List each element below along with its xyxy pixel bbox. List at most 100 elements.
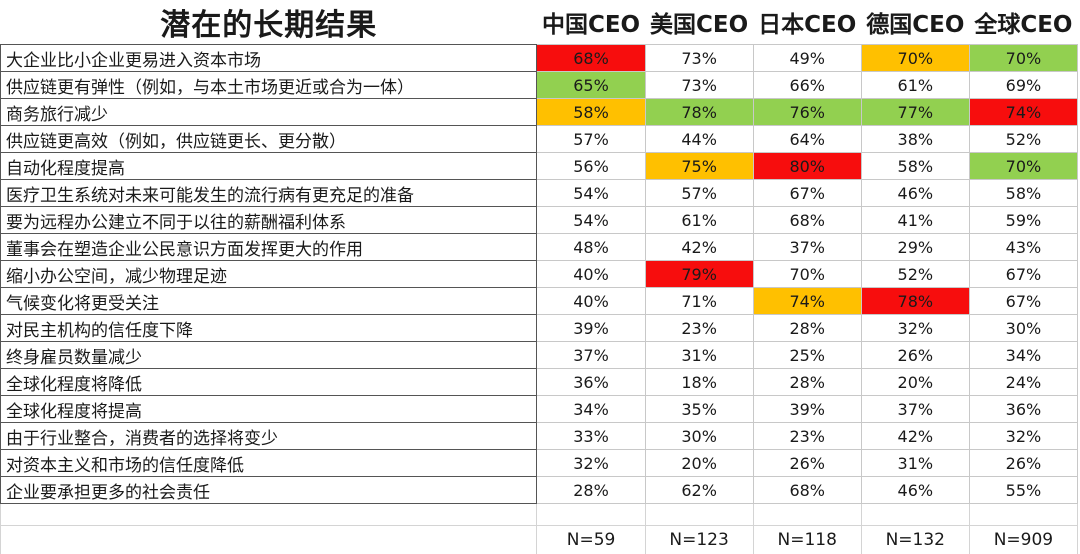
value-cell-japan: 74% [753,288,861,315]
value-cell-usa: 79% [645,261,753,288]
table-title: 潜在的长期结果 [1,0,537,45]
value-cell-china: 28% [537,477,645,504]
spacer-row [1,504,1078,526]
spacer-cell [753,504,861,526]
value-cell-china: 54% [537,180,645,207]
value-cell-china: 56% [537,153,645,180]
spacer-cell [537,504,645,526]
row-label: 供应链更高效（例如，供应链更长、更分散） [1,126,537,153]
value-cell-germany: 46% [861,180,969,207]
value-cell-global: 30% [969,315,1077,342]
value-cell-china: 32% [537,450,645,477]
value-cell-china: 34% [537,396,645,423]
value-cell-usa: 73% [645,72,753,99]
column-header-global: 全球CEO [969,0,1077,45]
spacer-cell [1,504,537,526]
value-cell-germany: 32% [861,315,969,342]
row-label: 医疗卫生系统对未来可能发生的流行病有更充足的准备 [1,180,537,207]
value-cell-japan: 67% [753,180,861,207]
spacer-cell [969,504,1077,526]
header-row: 潜在的长期结果 中国CEO 美国CEO 日本CEO 德国CEO 全球CEO [1,0,1078,45]
value-cell-china: 40% [537,288,645,315]
value-cell-japan: 64% [753,126,861,153]
value-cell-japan: 70% [753,261,861,288]
row-label: 大企业比小企业更易进入资本市场 [1,45,537,72]
value-cell-global: 70% [969,45,1077,72]
sample-size-global: N=909 [969,526,1077,554]
value-cell-global: 59% [969,207,1077,234]
row-label: 气候变化将更受关注 [1,288,537,315]
value-cell-germany: 52% [861,261,969,288]
row-label: 要为远程办公建立不同于以往的薪酬福利体系 [1,207,537,234]
value-cell-china: 65% [537,72,645,99]
row-label: 全球化程度将提高 [1,396,537,423]
value-cell-germany: 46% [861,477,969,504]
value-cell-china: 37% [537,342,645,369]
row-label: 由于行业整合，消费者的选择将变少 [1,423,537,450]
value-cell-usa: 35% [645,396,753,423]
value-cell-usa: 31% [645,342,753,369]
value-cell-usa: 73% [645,45,753,72]
row-label: 对资本主义和市场的信任度降低 [1,450,537,477]
value-cell-china: 68% [537,45,645,72]
value-cell-global: 43% [969,234,1077,261]
table-row: 供应链更高效（例如，供应链更长、更分散）57%44%64%38%52% [1,126,1078,153]
value-cell-japan: 68% [753,207,861,234]
sample-size-china: N=59 [537,526,645,554]
value-cell-usa: 71% [645,288,753,315]
row-label: 终身雇员数量减少 [1,342,537,369]
value-cell-japan: 26% [753,450,861,477]
value-cell-usa: 23% [645,315,753,342]
value-cell-usa: 61% [645,207,753,234]
value-cell-global: 52% [969,126,1077,153]
value-cell-japan: 76% [753,99,861,126]
value-cell-germany: 77% [861,99,969,126]
row-label: 供应链更有弹性（例如，与本土市场更近或合为一体） [1,72,537,99]
value-cell-usa: 42% [645,234,753,261]
row-label: 董事会在塑造企业公民意识方面发挥更大的作用 [1,234,537,261]
value-cell-usa: 75% [645,153,753,180]
value-cell-germany: 38% [861,126,969,153]
value-cell-germany: 37% [861,396,969,423]
value-cell-china: 58% [537,99,645,126]
value-cell-china: 57% [537,126,645,153]
sample-size-row: N=59 N=123 N=118 N=132 N=909 [1,526,1078,554]
spacer-cell [861,504,969,526]
value-cell-global: 26% [969,450,1077,477]
value-cell-japan: 80% [753,153,861,180]
value-cell-global: 69% [969,72,1077,99]
value-cell-usa: 62% [645,477,753,504]
value-cell-china: 54% [537,207,645,234]
row-label: 企业要承担更多的社会责任 [1,477,537,504]
value-cell-global: 24% [969,369,1077,396]
row-label: 自动化程度提高 [1,153,537,180]
value-cell-japan: 68% [753,477,861,504]
value-cell-japan: 25% [753,342,861,369]
value-cell-germany: 41% [861,207,969,234]
value-cell-germany: 61% [861,72,969,99]
value-cell-global: 55% [969,477,1077,504]
value-cell-japan: 37% [753,234,861,261]
value-cell-global: 34% [969,342,1077,369]
value-cell-germany: 42% [861,423,969,450]
value-cell-usa: 57% [645,180,753,207]
value-cell-germany: 58% [861,153,969,180]
column-header-japan: 日本CEO [753,0,861,45]
value-cell-japan: 39% [753,396,861,423]
value-cell-japan: 49% [753,45,861,72]
value-cell-china: 36% [537,369,645,396]
value-cell-usa: 18% [645,369,753,396]
value-cell-japan: 28% [753,315,861,342]
